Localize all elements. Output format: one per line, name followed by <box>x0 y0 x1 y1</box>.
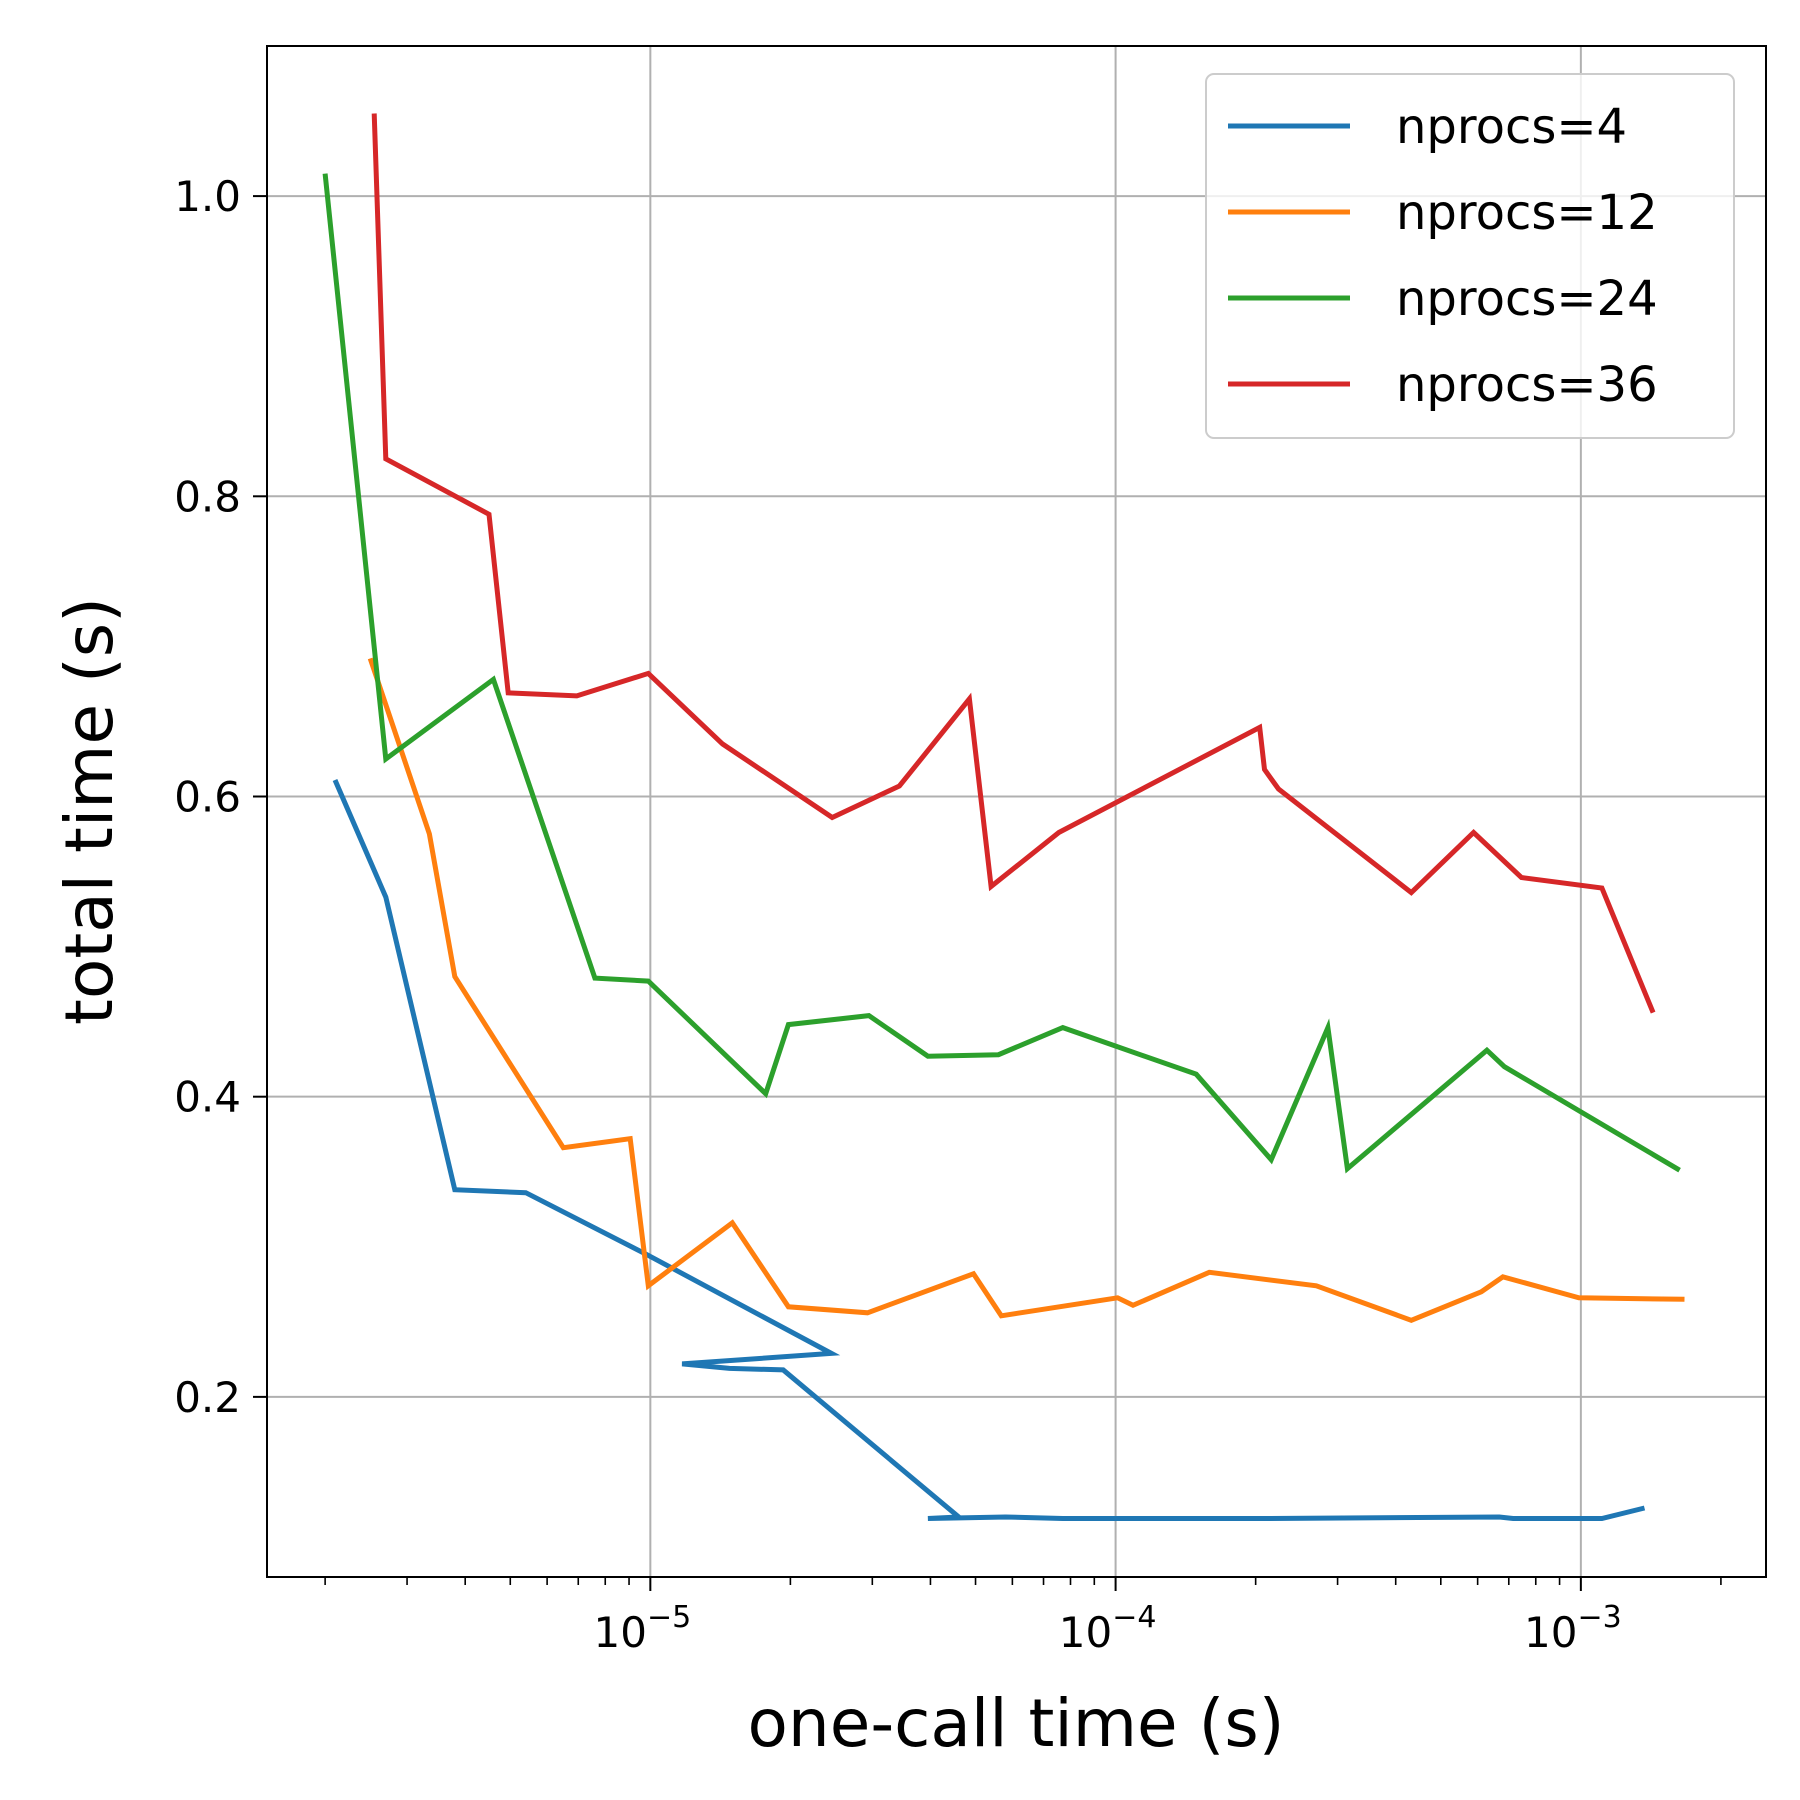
y-axis-label: total time (s) <box>51 597 128 1025</box>
x-tick-label: 10−4 <box>1059 1600 1157 1657</box>
x-tick-label: 10−5 <box>593 1600 691 1657</box>
y-tick-label: 0.6 <box>174 772 241 821</box>
series-line-nprocs-36 <box>371 113 1656 1014</box>
x-tick-labels: 10−5 10−4 10−3 <box>593 1600 1621 1657</box>
legend-label: nprocs=4 <box>1396 99 1627 155</box>
y-tick-label: 0.4 <box>174 1073 241 1122</box>
x-tick-label: 10−3 <box>1524 1600 1622 1657</box>
legend-label: nprocs=12 <box>1396 185 1658 241</box>
x-axis-label: one-call time (s) <box>748 1685 1285 1762</box>
legend: nprocs=4 nprocs=12 nprocs=24 nprocs=36 <box>1205 73 1735 439</box>
legend-box <box>1205 73 1735 439</box>
legend-label: nprocs=36 <box>1396 357 1658 413</box>
plot-lines <box>322 113 1685 1521</box>
series-line-nprocs-24 <box>322 173 1681 1174</box>
series-line-nprocs-4 <box>332 779 1646 1521</box>
y-tick-label: 0.8 <box>174 472 241 521</box>
y-tick-label: 0.2 <box>174 1373 241 1422</box>
y-tick-label: 1.0 <box>174 172 241 221</box>
y-tick-labels: 0.2 0.4 0.6 0.8 1.0 <box>174 172 241 1422</box>
axis-ticks <box>253 195 1722 1591</box>
plot-frame <box>266 45 1767 1578</box>
legend-label: nprocs=24 <box>1396 271 1658 327</box>
series-line-nprocs-12 <box>367 657 1685 1323</box>
